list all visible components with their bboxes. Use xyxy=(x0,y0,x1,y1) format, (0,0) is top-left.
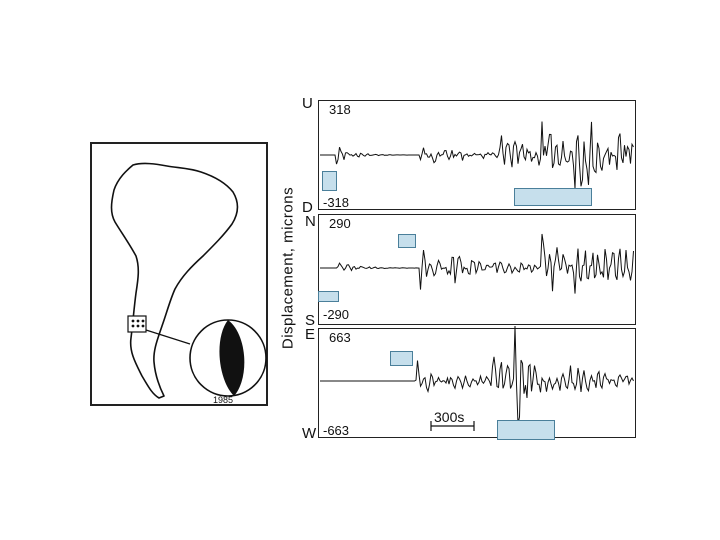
trace-line-vertical xyxy=(320,121,634,189)
leader-line xyxy=(145,329,191,345)
trace-1-bottom-letter: D xyxy=(302,199,313,216)
trace-line-north-south xyxy=(320,233,634,294)
trace-2-bottom-letter: S xyxy=(305,312,316,329)
trace-2-top-letter: N xyxy=(305,213,316,230)
annotation-box xyxy=(318,291,339,302)
trace-panel-vertical xyxy=(318,100,636,210)
time-scale-bar xyxy=(430,421,475,431)
annotation-box xyxy=(390,351,413,366)
trace-3-bottom-letter: W xyxy=(302,425,317,442)
annotation-box xyxy=(398,234,416,248)
trace-2-max-label: 290 xyxy=(329,216,351,231)
trace-3-min-label: -663 xyxy=(323,423,350,438)
continent-outline xyxy=(110,162,239,399)
map-frame xyxy=(90,142,268,406)
epicenter-marker xyxy=(127,315,147,333)
trace-3-top-letter: E xyxy=(305,326,316,343)
trace-1-max-label: 318 xyxy=(329,102,351,117)
annotation-box xyxy=(514,188,592,206)
trace-3-max-label: 663 xyxy=(329,330,351,345)
trace-panel-east-west xyxy=(318,328,636,438)
annotation-box xyxy=(497,420,555,440)
time-scale-label: 300s xyxy=(434,409,465,425)
trace-panel-north-south xyxy=(318,214,636,325)
trace-1-top-letter: U xyxy=(302,95,313,112)
trace-2-min-label: -290 xyxy=(323,307,350,322)
annotation-box xyxy=(322,171,337,191)
year-label: 1985 xyxy=(213,395,234,405)
trace-1-min-label: -318 xyxy=(323,195,350,210)
trace-line-east-west xyxy=(320,325,634,425)
focal-mechanism-beachball xyxy=(189,319,267,397)
